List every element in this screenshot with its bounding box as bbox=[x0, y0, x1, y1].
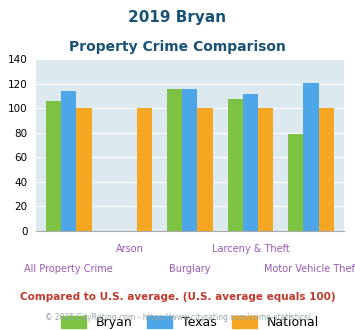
Bar bbox=[46, 101, 61, 231]
Bar bbox=[76, 109, 92, 231]
Text: Property Crime Comparison: Property Crime Comparison bbox=[69, 40, 286, 53]
Text: All Property Crime: All Property Crime bbox=[24, 264, 113, 274]
Bar bbox=[61, 91, 76, 231]
Bar bbox=[137, 109, 152, 231]
Bar bbox=[304, 83, 319, 231]
Text: © 2025 CityRating.com - https://www.cityrating.com/crime-statistics/: © 2025 CityRating.com - https://www.city… bbox=[45, 314, 310, 322]
Text: 2019 Bryan: 2019 Bryan bbox=[129, 10, 226, 25]
Text: Compared to U.S. average. (U.S. average equals 100): Compared to U.S. average. (U.S. average … bbox=[20, 292, 335, 302]
Bar bbox=[243, 94, 258, 231]
Bar bbox=[319, 109, 334, 231]
Bar bbox=[288, 134, 304, 231]
Text: Burglary: Burglary bbox=[169, 264, 211, 274]
Text: Motor Vehicle Theft: Motor Vehicle Theft bbox=[264, 264, 355, 274]
Legend: Bryan, Texas, National: Bryan, Texas, National bbox=[54, 309, 326, 330]
Text: Larceny & Theft: Larceny & Theft bbox=[212, 244, 289, 254]
Bar bbox=[228, 99, 243, 231]
Text: Arson: Arson bbox=[115, 244, 143, 254]
Bar bbox=[197, 109, 213, 231]
Bar bbox=[182, 89, 197, 231]
Bar bbox=[167, 89, 182, 231]
Bar bbox=[258, 109, 273, 231]
